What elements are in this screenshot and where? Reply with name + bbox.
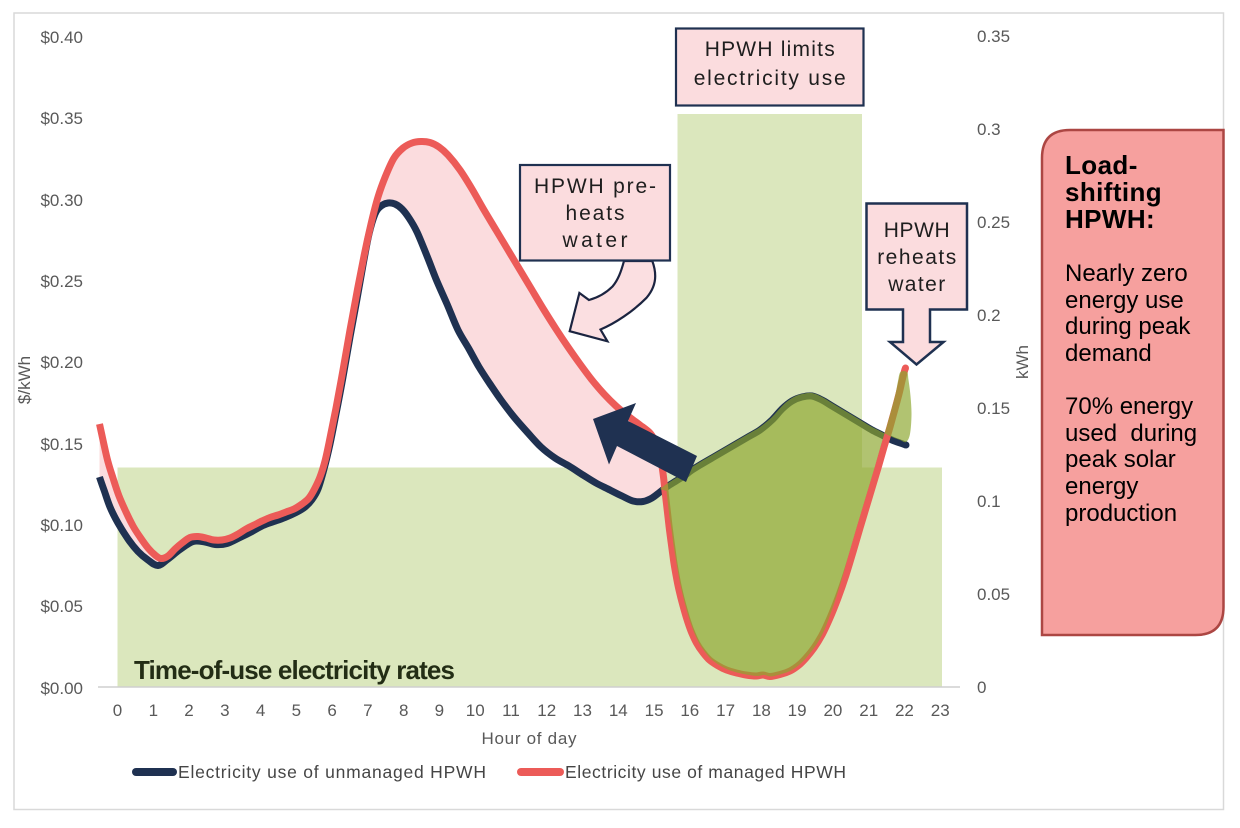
svg-text:70% energy: 70% energy <box>1065 393 1193 420</box>
svg-text:during peak: during peak <box>1065 313 1191 340</box>
svg-text:$0.05: $0.05 <box>40 597 83 616</box>
svg-text:14: 14 <box>609 701 628 720</box>
svg-text:5: 5 <box>292 701 301 720</box>
svg-text:0.15: 0.15 <box>977 399 1010 418</box>
svg-text:8: 8 <box>399 701 408 720</box>
svg-text:3: 3 <box>220 701 229 720</box>
svg-text:0.35: 0.35 <box>977 27 1010 46</box>
svg-text:energy use: energy use <box>1065 287 1184 314</box>
svg-text:17: 17 <box>716 701 735 720</box>
svg-text:15: 15 <box>645 701 664 720</box>
svg-text:12: 12 <box>537 701 556 720</box>
svg-text:shifting: shifting <box>1065 177 1162 207</box>
svg-text:10: 10 <box>466 701 485 720</box>
svg-text:kWh: kWh <box>1013 345 1032 379</box>
svg-text:$0.00: $0.00 <box>40 679 83 698</box>
svg-text:HPWH:: HPWH: <box>1065 204 1155 234</box>
svg-text:reheats: reheats <box>877 246 956 269</box>
svg-text:Time-of-use electricity rates: Time-of-use electricity rates <box>134 655 455 685</box>
svg-text:1: 1 <box>149 701 158 720</box>
svg-text:$0.35: $0.35 <box>40 109 83 128</box>
svg-text:0.1: 0.1 <box>977 492 1001 511</box>
svg-text:Hour of day: Hour of day <box>482 729 578 748</box>
svg-text:Load-: Load- <box>1065 150 1138 180</box>
svg-text:production: production <box>1065 500 1177 527</box>
svg-text:0: 0 <box>977 678 986 697</box>
svg-text:$0.20: $0.20 <box>40 353 83 372</box>
svg-text:demand: demand <box>1065 340 1152 367</box>
svg-text:6: 6 <box>327 701 336 720</box>
svg-text:0.25: 0.25 <box>977 213 1010 232</box>
svg-text:0.2: 0.2 <box>977 306 1001 325</box>
svg-text:0.05: 0.05 <box>977 585 1010 604</box>
svg-text:HPWH limits: HPWH limits <box>705 38 835 61</box>
svg-text:used during: used during <box>1065 420 1197 447</box>
svg-text:$0.15: $0.15 <box>40 435 83 454</box>
svg-text:Electricity use of managed HPW: Electricity use of managed HPWH <box>565 762 846 782</box>
svg-text:13: 13 <box>573 701 592 720</box>
svg-text:water: water <box>887 273 945 296</box>
svg-text:23: 23 <box>931 701 950 720</box>
svg-text:$0.10: $0.10 <box>40 516 83 535</box>
svg-text:Electricity use of unmanaged H: Electricity use of unmanaged HPWH <box>178 762 486 782</box>
svg-text:peak solar: peak solar <box>1065 446 1176 473</box>
svg-text:Nearly zero: Nearly zero <box>1065 260 1188 287</box>
svg-text:7: 7 <box>363 701 372 720</box>
svg-text:$0.25: $0.25 <box>40 272 83 291</box>
svg-text:4: 4 <box>256 701 265 720</box>
svg-text:20: 20 <box>823 701 842 720</box>
svg-text:$0.40: $0.40 <box>40 28 83 47</box>
svg-text:11: 11 <box>502 701 520 720</box>
svg-text:0: 0 <box>113 701 122 720</box>
svg-text:$0.30: $0.30 <box>40 191 83 210</box>
svg-text:HPWH: HPWH <box>884 219 950 242</box>
svg-text:21: 21 <box>859 701 878 720</box>
svg-text:HPWH pre-: HPWH pre- <box>534 175 656 198</box>
svg-text:9: 9 <box>435 701 444 720</box>
svg-text:0.3: 0.3 <box>977 120 1001 139</box>
svg-text:2: 2 <box>184 701 193 720</box>
svg-text:heats: heats <box>566 202 625 225</box>
svg-text:19: 19 <box>788 701 807 720</box>
svg-text:16: 16 <box>680 701 699 720</box>
svg-text:electricity use: electricity use <box>694 67 846 90</box>
svg-text:22: 22 <box>895 701 914 720</box>
svg-text:18: 18 <box>752 701 771 720</box>
svg-text:$/kWh: $/kWh <box>15 356 34 404</box>
svg-text:energy: energy <box>1065 473 1138 500</box>
